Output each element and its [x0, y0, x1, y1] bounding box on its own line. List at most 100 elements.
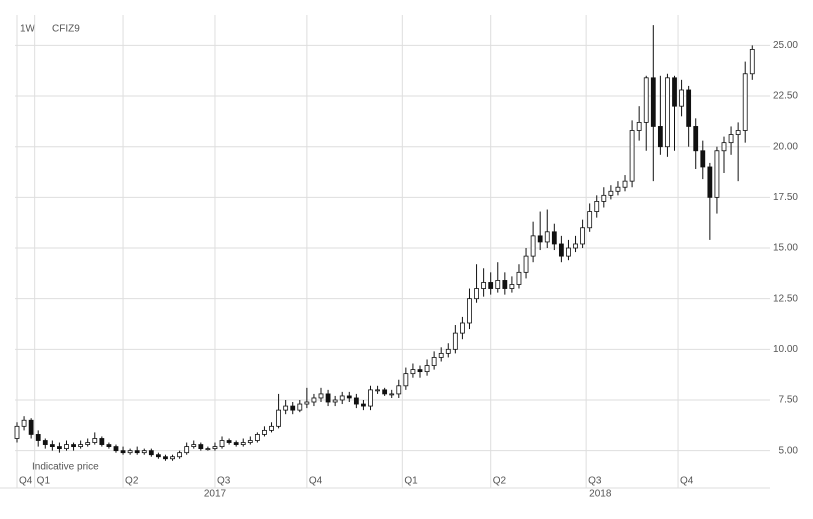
- candle-body: [226, 440, 232, 443]
- candle-body: [311, 397, 317, 403]
- candle-body: [615, 186, 621, 192]
- candle-body: [332, 399, 338, 403]
- candle-body: [325, 393, 331, 403]
- x-tick-label: Q2: [125, 476, 139, 487]
- candle-body: [254, 434, 260, 441]
- interval-label: 1W: [20, 24, 36, 35]
- candle-body: [700, 150, 706, 168]
- candle-body: [375, 389, 380, 392]
- candle-body: [474, 288, 479, 300]
- year-label: 2018: [589, 489, 612, 500]
- candle-body: [679, 89, 684, 107]
- candle-body: [28, 419, 34, 435]
- candle-body: [467, 298, 472, 324]
- candle-body: [742, 73, 748, 131]
- candle-body: [127, 450, 133, 454]
- candle-body: [141, 450, 147, 454]
- candle-body: [693, 126, 699, 152]
- candle-body: [495, 280, 501, 289]
- candle-body: [431, 357, 437, 366]
- candle-body: [269, 425, 274, 431]
- candle-body: [304, 401, 310, 405]
- candle-body: [191, 444, 197, 447]
- candle-body: [212, 446, 218, 450]
- candle-body: [594, 201, 600, 212]
- x-tick-label: Q4: [19, 476, 33, 487]
- x-tick-label: Q3: [588, 476, 602, 487]
- candle-body: [622, 180, 628, 188]
- candle-body: [672, 77, 677, 107]
- candle-body: [721, 142, 727, 152]
- y-tick-label: 7.50: [779, 395, 799, 406]
- candle-body: [686, 89, 692, 127]
- candle-body: [262, 429, 267, 435]
- y-tick-label: 5.00: [779, 445, 799, 456]
- candle-body: [148, 450, 154, 456]
- candle-body: [403, 373, 409, 387]
- candle-body: [57, 446, 62, 450]
- candle-body: [353, 397, 359, 405]
- candle-body: [636, 121, 642, 131]
- y-tick-label: 10.00: [773, 344, 798, 355]
- y-tick-label: 15.00: [773, 243, 798, 254]
- candle-body: [417, 369, 423, 373]
- candle-body: [629, 130, 635, 182]
- candle-body: [85, 442, 91, 445]
- candle-body: [361, 403, 366, 407]
- x-tick-label: Q4: [680, 476, 694, 487]
- candle-body: [502, 280, 508, 289]
- x-tick-label: Q2: [493, 476, 507, 487]
- x-tick-label: Q1: [404, 476, 418, 487]
- candle-body: [163, 456, 168, 460]
- candle-body: [735, 130, 741, 135]
- year-label: 2017: [204, 489, 227, 500]
- y-tick-label: 12.50: [773, 293, 798, 304]
- candle-body: [368, 389, 373, 407]
- symbol-label: CFIZ9: [52, 24, 80, 35]
- candle-body: [49, 444, 55, 447]
- candle-body: [71, 444, 76, 447]
- candle-body: [643, 77, 649, 123]
- candle-body: [113, 446, 119, 452]
- candle-body: [516, 271, 522, 285]
- candle-body: [396, 385, 402, 395]
- y-tick-label: 22.50: [773, 91, 798, 102]
- candle-body: [106, 444, 112, 447]
- candle-body: [558, 243, 564, 257]
- candle-body: [170, 456, 175, 460]
- candle-body: [120, 450, 126, 454]
- candle-body: [205, 448, 211, 451]
- candle-body: [488, 282, 494, 289]
- candle-body: [424, 365, 430, 373]
- candle-body: [509, 284, 515, 289]
- candle-body: [198, 444, 204, 450]
- candle-body: [714, 150, 720, 198]
- candle-body: [99, 438, 105, 445]
- candle-body: [566, 247, 571, 257]
- candle-body: [339, 395, 345, 401]
- candle-body: [749, 49, 755, 75]
- candle-body: [601, 194, 607, 202]
- x-tick-label: Q1: [37, 476, 51, 487]
- candle-body: [460, 322, 465, 334]
- candle-body: [92, 438, 98, 443]
- candle-body: [219, 440, 225, 447]
- candle-body: [297, 403, 303, 411]
- candle-body: [35, 434, 41, 441]
- candle-body: [580, 227, 585, 245]
- candle-body: [240, 442, 246, 445]
- candle-body: [155, 454, 161, 458]
- candle-body: [290, 405, 296, 411]
- candle-body: [573, 243, 578, 249]
- candle-body: [544, 231, 550, 243]
- candle-body: [537, 235, 543, 243]
- y-tick-label: 25.00: [773, 40, 798, 51]
- candle-body: [707, 166, 713, 198]
- y-tick-label: 20.00: [773, 141, 798, 152]
- candle-body: [665, 77, 670, 148]
- note: Indicative price: [32, 462, 99, 473]
- candle-body: [551, 231, 557, 245]
- candle-body: [64, 444, 69, 450]
- candle-body: [21, 419, 27, 427]
